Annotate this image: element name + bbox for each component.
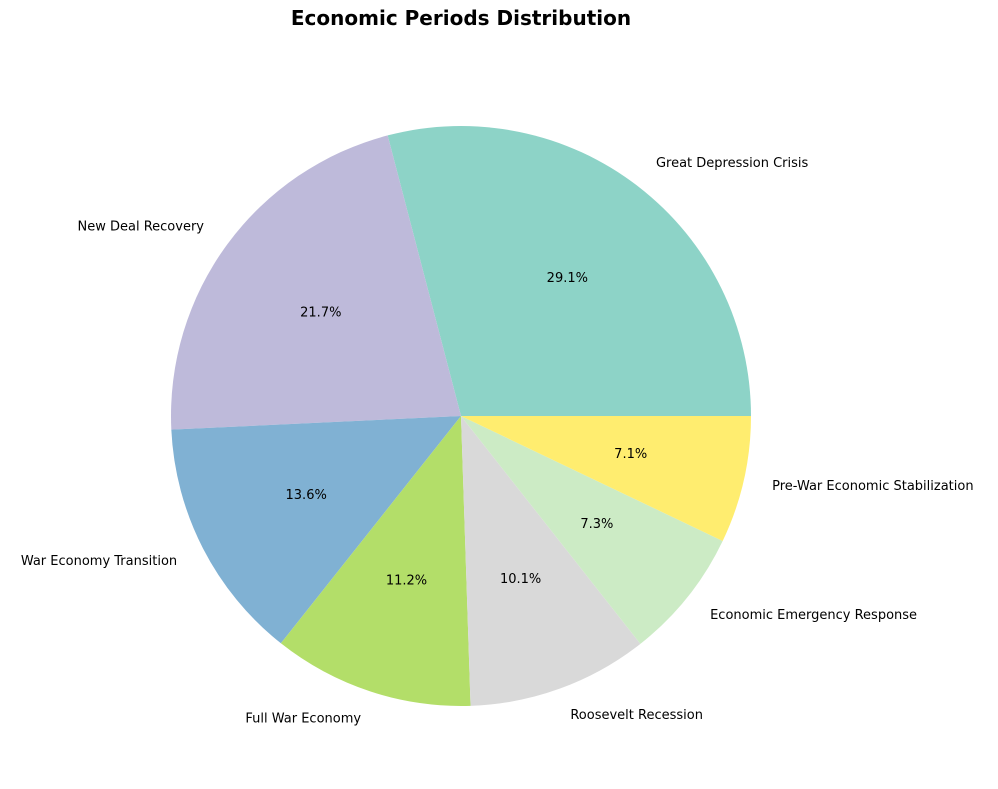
category-labels: Great Depression Crisis New Deal Recovery…: [21, 156, 974, 726]
pct-label-economic-emergency-response: 7.3%: [580, 517, 613, 532]
pct-label-new-deal-recovery: 21.7%: [300, 305, 341, 320]
category-label-great-depression-crisis: Great Depression Crisis: [656, 156, 809, 171]
pie-slice-new-deal-recovery: [171, 135, 461, 430]
category-label-full-war-economy: Full War Economy: [245, 711, 361, 726]
category-label-economic-emergency-response: Economic Emergency Response: [710, 608, 917, 623]
category-label-new-deal-recovery: New Deal Recovery: [78, 220, 205, 235]
category-label-war-economy-transition: War Economy Transition: [21, 554, 177, 569]
pct-label-great-depression-crisis: 29.1%: [547, 271, 588, 286]
pie-slice-roosevelt-recession: [461, 416, 641, 706]
pct-label-war-economy-transition: 13.6%: [286, 488, 327, 503]
pie-slice-great-depression-crisis: [387, 126, 751, 417]
chart-title: Economic Periods Distribution: [290, 6, 632, 30]
pct-label-pre-war-economic-stabilization: 7.1%: [614, 447, 647, 462]
pie-slice-pre-war-economic-stabilization: [461, 416, 751, 542]
category-label-roosevelt-recession: Roosevelt Recession: [570, 708, 703, 723]
pie-slice-full-war-economy: [280, 416, 471, 706]
pie-slice-war-economy-transition: [171, 416, 461, 644]
category-label-pre-war-economic-stabilization: Pre-War Economic Stabilization: [772, 479, 973, 494]
pct-label-roosevelt-recession: 10.1%: [500, 572, 541, 587]
percentage-labels: 29.1% 21.7% 13.6% 11.2% 10.1% 7.3% 7.1%: [286, 271, 648, 589]
pie-slice-economic-emergency-response: [461, 416, 723, 644]
pie-slices: [171, 126, 751, 706]
pct-label-full-war-economy: 11.2%: [386, 574, 427, 589]
